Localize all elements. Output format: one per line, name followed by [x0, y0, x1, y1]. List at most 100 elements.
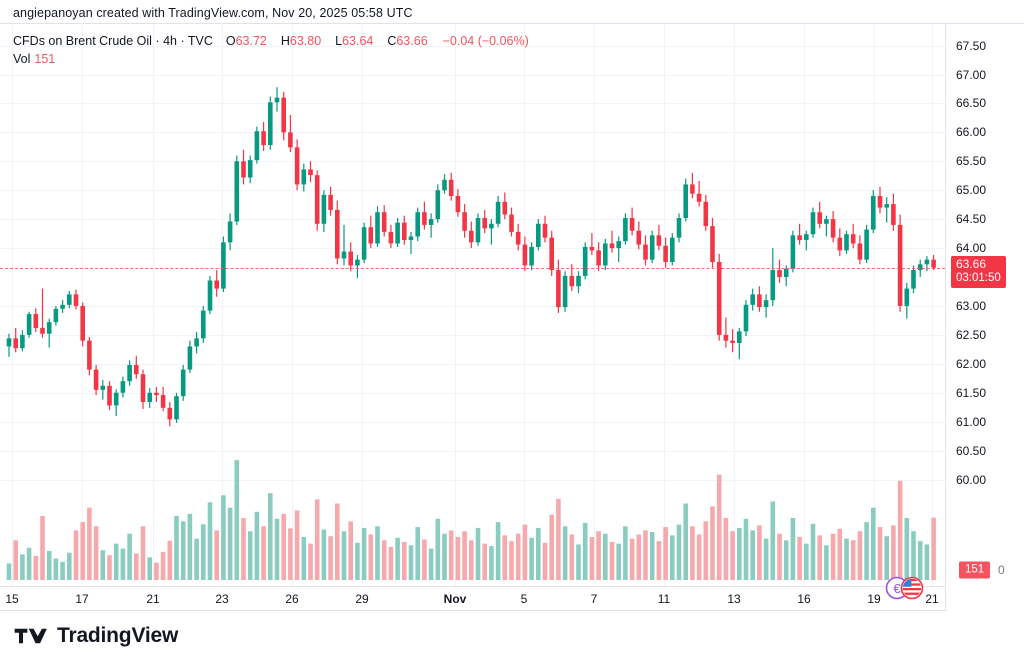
volume-bar	[656, 541, 662, 580]
candle-body	[911, 270, 916, 289]
candle-body	[871, 196, 876, 230]
candle-body	[221, 242, 226, 289]
candle-body	[569, 275, 575, 287]
time-tick-label: 23	[215, 592, 229, 606]
candle-body	[20, 334, 25, 349]
economic-event-markers[interactable]: €	[884, 575, 930, 601]
candle-body	[261, 131, 266, 146]
candle-body	[207, 280, 213, 311]
candle-body	[6, 338, 12, 347]
price-tick-label: 64.00	[956, 241, 987, 256]
candle-wick	[430, 213, 432, 238]
volume-bar	[33, 556, 39, 580]
volume-bar	[737, 527, 742, 580]
volume-bar	[120, 548, 126, 580]
price-scale[interactable]: 67.50 67.00 66.50 66.00 65.50 65.00 64.50 64.00…	[945, 24, 1024, 612]
gridline-h-6	[0, 219, 945, 221]
candle-wick	[825, 215, 827, 237]
volume-bar	[603, 533, 608, 580]
candle-body	[770, 270, 776, 301]
candle-body	[288, 132, 293, 148]
volume-bar	[924, 544, 930, 580]
candle-wick	[343, 224, 345, 266]
volume-bar	[274, 518, 280, 580]
tradingview-mark-icon	[14, 628, 47, 644]
chart-area[interactable]: € 67.50 67.00 66.50 66.00	[0, 23, 1024, 612]
candle-body	[134, 364, 139, 375]
candle-body	[676, 218, 682, 238]
volume-bar	[790, 518, 796, 580]
volume-bar	[623, 526, 628, 580]
price-tick-label: 65.00	[956, 183, 987, 198]
volume-bar	[783, 540, 789, 580]
volume-bar	[6, 563, 12, 580]
candle-body	[214, 280, 219, 289]
us-flag-event-icon	[900, 576, 924, 600]
current-price-badge: 63.66 03:01:50	[951, 255, 1006, 288]
volume-bar	[341, 531, 347, 580]
gridline-h-7	[0, 248, 945, 250]
gridline-v-12	[874, 24, 875, 588]
volume-bar	[53, 558, 59, 580]
candle-body	[489, 223, 494, 229]
price-tick-label: 62.00	[956, 356, 987, 371]
volume-bar	[227, 507, 233, 580]
candle-wick	[618, 236, 620, 262]
candle-body	[335, 209, 340, 259]
candle-body	[147, 392, 152, 402]
volume-bar	[422, 539, 427, 580]
candle-body	[830, 219, 836, 238]
candle-body	[710, 226, 715, 262]
volume-bar	[180, 521, 186, 580]
volume-bar	[160, 551, 166, 580]
candle-body	[442, 179, 447, 191]
candle-body	[469, 230, 474, 243]
time-tick-label: 29	[355, 592, 369, 606]
candle-body	[730, 340, 735, 343]
volume-bar	[596, 531, 601, 580]
volume-bar	[663, 527, 668, 580]
candle-body	[670, 237, 675, 262]
gridline-h-4	[0, 161, 945, 163]
volume-bar	[649, 532, 655, 580]
volume-bar	[46, 551, 52, 580]
gridline-v-8	[594, 24, 595, 588]
price-tick-label: 67.50	[956, 38, 987, 53]
candle-body	[509, 214, 514, 232]
candle-body	[348, 251, 353, 266]
candle-body	[623, 218, 628, 242]
volume-bar	[904, 518, 910, 580]
candle-body	[107, 385, 112, 406]
candle-body	[140, 374, 146, 402]
volume-bar	[321, 529, 327, 580]
price-tick-label: 67.00	[956, 67, 987, 82]
current-price-line	[0, 267, 945, 269]
gridline-h-14	[0, 479, 945, 481]
candle-body	[355, 259, 360, 266]
volume-bar	[301, 537, 307, 580]
volume-bar	[757, 525, 762, 580]
candle-body	[904, 288, 910, 306]
candle-body	[850, 234, 856, 244]
candlestick-series	[6, 87, 936, 580]
time-scale[interactable]: 15 17 21 23 26 29 Nov 5 7 11 13 16 19 21	[0, 586, 945, 610]
volume-bar	[495, 522, 501, 580]
volume-bar	[817, 535, 822, 580]
candle-body	[321, 194, 327, 224]
bar-countdown: 03:01:50	[956, 271, 1001, 284]
plot-region[interactable]	[0, 24, 945, 588]
candle-body	[254, 131, 260, 161]
candle-body	[529, 246, 534, 266]
candle-body	[549, 237, 554, 271]
gridline-v-7	[524, 24, 525, 588]
gridline-v-2	[153, 24, 154, 588]
volume-bar	[415, 527, 420, 580]
candle-body	[777, 270, 782, 278]
candle-body	[723, 334, 729, 341]
volume-bar	[891, 525, 896, 580]
candle-body	[542, 223, 548, 238]
candle-body	[40, 327, 45, 334]
candle-body	[462, 212, 467, 231]
candle-body	[817, 212, 822, 224]
volume-bar	[395, 537, 400, 580]
